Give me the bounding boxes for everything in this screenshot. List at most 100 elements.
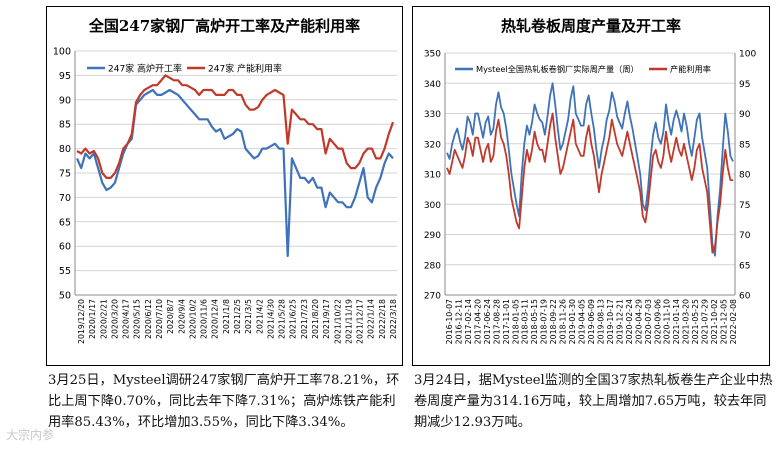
- y-left-tick-label: 340: [424, 80, 441, 90]
- y-left-tick-label: 270: [424, 292, 441, 302]
- y-left-tick-label: 280: [424, 261, 441, 271]
- x-tick-label: 2020-09-06: [653, 299, 662, 344]
- series-line-1: [446, 112, 733, 254]
- x-tick-label: 2018-11-26: [559, 299, 568, 344]
- x-tick-label: 2021/6/25: [289, 299, 298, 339]
- x-tick-label: 2020/11/6: [200, 299, 209, 339]
- chart-svg: 350 340 330 320 310 300 290 280 270 100 95 90 85 80 75…: [424, 50, 757, 345]
- x-tick-label: 2021-12-05: [720, 299, 729, 344]
- y-tick-label: 80: [59, 144, 71, 155]
- y-tick-label: 95: [59, 71, 71, 82]
- x-tick-label: 2020/5/15: [133, 299, 142, 339]
- y-tick-label: 90: [59, 95, 71, 106]
- chart-title: 全国247家钢厂高炉开工率及产能利用率: [88, 17, 361, 35]
- x-tick-label: 2019-01-30: [568, 299, 577, 344]
- x-tick-label: 2020/8/7: [166, 299, 175, 334]
- x-tick-label: 2020-07-03: [644, 299, 653, 344]
- x-tick-label: 2016-10-07: [445, 299, 454, 344]
- x-tick-label: 2021/1/8: [222, 299, 231, 334]
- x-tick-label: 2019-06-09: [587, 299, 596, 344]
- x-tick-label: 2021/11/19: [344, 299, 353, 344]
- x-tick-label: 2020/4/17: [122, 299, 131, 339]
- y-right-tick-label: 100: [739, 50, 756, 60]
- x-tick-label: 2022-02-08: [729, 299, 738, 344]
- x-tick-label: 2021/4/2: [255, 299, 264, 334]
- x-tick-label: 2020/9/4: [177, 299, 186, 334]
- x-tick-label: 2020/3/20: [110, 299, 119, 339]
- x-tick-label: 2020/7/10: [155, 299, 164, 339]
- x-tick-label: 2021/10/22: [333, 299, 342, 344]
- y-tick-label: 75: [59, 169, 71, 180]
- x-tick-label: 2018-07-19: [540, 299, 549, 344]
- x-tick-label: 2021-05-25: [691, 299, 700, 344]
- x-tick-label: 2018-03-11: [521, 299, 530, 344]
- y-left-tick-label: 310: [424, 171, 441, 181]
- x-tick-label: 2021/7/23: [300, 299, 309, 339]
- legend-label: 247家 产能利用率: [208, 63, 282, 75]
- x-tick-label: 2021/5/28: [278, 299, 287, 339]
- y-left-tick-label: 300: [424, 201, 441, 211]
- x-tick-label: 2019-04-05: [578, 299, 587, 344]
- x-tick-label: 2017-06-24: [483, 299, 492, 344]
- x-tick-label: 2020/2/21: [99, 299, 108, 339]
- y-tick-label: 85: [59, 120, 71, 131]
- y-tick-label: 65: [59, 217, 71, 228]
- x-tick-label: 2020/12/4: [211, 299, 220, 339]
- x-tick-label: 2017-11-01: [502, 299, 511, 344]
- series-line-1: [76, 74, 395, 179]
- watermark: 大宗内参: [6, 428, 55, 442]
- y-tick-label: 55: [59, 266, 71, 277]
- x-tick-label: 2018-05-15: [530, 299, 539, 344]
- series-line-0: [446, 82, 734, 257]
- chart-title: 热轧卷板周度产量及开工率: [500, 17, 681, 35]
- legend-label: 产能利用率: [670, 64, 711, 74]
- x-tick-label: 2021-01-14: [672, 299, 681, 344]
- caption-hot-rolled: 3月24日，据Mysteel监测的全国37家热轧板卷生产企业中热卷周度产量为31…: [414, 373, 773, 430]
- y-left-tick-label: 330: [424, 110, 441, 120]
- y-left-tick-label: 290: [424, 231, 441, 241]
- y-right-tick-label: 80: [739, 171, 751, 181]
- x-tick-label: 2020-04-29: [634, 299, 643, 344]
- x-tick-label: 2022/2/18: [378, 299, 387, 339]
- y-right-tick-label: 85: [739, 140, 750, 150]
- x-tick-label: 2019/12/20: [77, 299, 86, 344]
- chart-panel-hot-rolled: 热轧卷板周度产量及开工率 350 340 330 320 310 300 290 280 270…: [412, 6, 770, 366]
- x-tick-label: 2017-02-14: [464, 299, 473, 344]
- y-right-tick-label: 60: [739, 292, 751, 302]
- x-tick-label: 2021-03-20: [682, 299, 691, 344]
- legend-label: 247家 高炉开工率: [108, 63, 182, 75]
- x-tick-label: 2022/1/14: [367, 299, 376, 339]
- x-tick-label: 2021-07-29: [701, 299, 710, 344]
- x-tick-label: 2021/3/5: [244, 299, 253, 334]
- y-right-tick-label: 95: [739, 80, 750, 90]
- y-tick-label: 60: [59, 242, 71, 253]
- x-tick-label: 2019-12-21: [615, 299, 624, 344]
- y-tick-label: 100: [53, 47, 71, 58]
- x-tick-label: 2021/4/30: [266, 299, 275, 339]
- x-tick-label: 2017-04-20: [473, 299, 482, 344]
- x-tick-label: 2021-10-02: [710, 299, 719, 344]
- x-tick-label: 2020/6/12: [144, 299, 153, 339]
- y-left-tick-label: 350: [424, 50, 441, 60]
- y-tick-label: 70: [59, 193, 71, 204]
- legend-label: Mysteel全国热轧板卷钢厂实际周产量（周）: [476, 64, 639, 74]
- y-right-tick-label: 65: [739, 261, 750, 271]
- x-tick-label: 2020-02-24: [625, 299, 634, 344]
- x-tick-label: 2018-01-05: [511, 299, 520, 344]
- x-tick-label: 2021/2/5: [233, 299, 242, 334]
- caption-blast-furnace: 3月25日，Mysteel调研247家钢厂高炉开工率78.21%，环比上周下降0…: [48, 373, 400, 430]
- chart-svg: 100 95 90 85 80 75 70 65 60 55 50 2019/12/20 2020/1/…: [53, 47, 398, 344]
- y-right-tick-label: 90: [739, 110, 751, 120]
- x-tick-label: 2017-08-28: [492, 299, 501, 344]
- x-tick-label: 2021/12/17: [356, 299, 365, 344]
- x-tick-label: 2021/8/20: [311, 299, 320, 339]
- x-tick-label: 2016-12-11: [454, 299, 463, 344]
- x-tick-label: 2022/3/18: [389, 299, 398, 339]
- y-right-tick-label: 70: [739, 231, 751, 241]
- x-tick-label: 2021/9/17: [322, 299, 331, 339]
- y-left-tick-label: 320: [424, 140, 441, 150]
- x-tick-label: 2020/1/17: [88, 299, 97, 339]
- chart-panel-blast-furnace: 全国247家钢厂高炉开工率及产能利用率 100 95 90 85 80 75 70 65 60 5…: [46, 6, 403, 366]
- y-right-tick-label: 75: [739, 201, 750, 211]
- y-tick-label: 50: [59, 291, 71, 302]
